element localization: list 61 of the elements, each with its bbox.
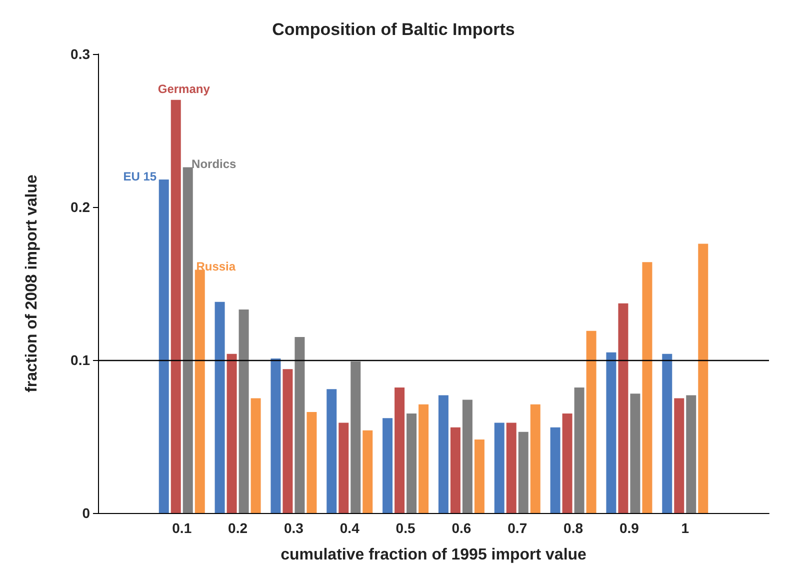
y-axis-title: fraction of 2008 import value [24, 174, 40, 392]
bar [382, 418, 393, 513]
bar [562, 414, 572, 513]
bar [662, 354, 672, 513]
bar [438, 395, 448, 513]
bar [182, 167, 193, 513]
bar [630, 394, 640, 513]
x-tick-label: 1 [681, 520, 690, 536]
bar [606, 352, 616, 513]
x-tick-label: 0.6 [452, 520, 472, 536]
bar [238, 310, 249, 513]
series-label: Russia [196, 260, 236, 274]
y-tick-label: 0.3 [70, 46, 90, 62]
bar [226, 354, 237, 513]
bar [506, 422, 516, 513]
bar [586, 330, 596, 513]
bar [686, 395, 696, 513]
bar [194, 270, 205, 513]
x-tick-label: 0.8 [564, 520, 584, 536]
bar [282, 369, 293, 513]
bar [350, 362, 361, 513]
bar [462, 400, 472, 513]
y-tick-label: 0 [82, 505, 90, 521]
x-tick-label: 0.3 [284, 520, 304, 536]
bar [550, 427, 560, 513]
bar [530, 404, 540, 513]
y-tick-label: 0.1 [70, 352, 90, 368]
bar [214, 302, 225, 513]
series-label: Germany [158, 82, 210, 96]
bar [294, 337, 305, 513]
series-label: Nordics [192, 157, 237, 172]
bar [170, 100, 181, 513]
bar [698, 244, 708, 513]
x-tick-label: 0.2 [228, 520, 248, 536]
chart-title: Composition of Baltic Imports [272, 20, 515, 39]
bar [618, 303, 628, 513]
bar [642, 262, 652, 513]
bar [338, 422, 349, 513]
bar [474, 440, 484, 513]
x-tick-label: 0.1 [172, 520, 192, 536]
x-axis-title: cumulative fraction of 1995 import value [280, 546, 587, 564]
series-label: EU 15 [123, 169, 157, 184]
bar [518, 432, 528, 513]
bar [362, 430, 373, 513]
x-tick-label: 0.9 [619, 520, 640, 536]
bar [406, 414, 417, 513]
bar [494, 422, 504, 513]
x-tick-label: 0.4 [340, 520, 360, 536]
bar [418, 404, 429, 513]
bar [674, 398, 684, 513]
x-tick-label: 0.7 [508, 520, 528, 536]
y-tick-label: 0.2 [70, 199, 90, 215]
bar [306, 412, 317, 513]
bar [450, 427, 460, 513]
bar [574, 388, 584, 513]
bar [270, 358, 281, 513]
bar [394, 388, 405, 513]
bar [158, 179, 169, 513]
x-tick-label: 0.5 [396, 520, 416, 536]
bar [250, 398, 261, 513]
bar [326, 389, 337, 513]
